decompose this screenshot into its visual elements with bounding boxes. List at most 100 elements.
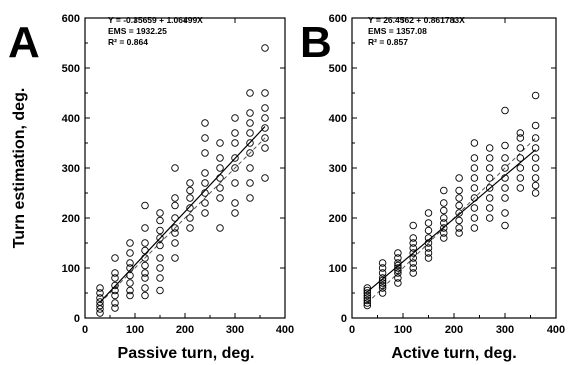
data-point	[111, 299, 119, 307]
y-tick-label: 0	[341, 313, 347, 325]
data-point	[126, 291, 134, 300]
panel-letter: B	[300, 18, 332, 67]
data-point	[201, 189, 209, 197]
data-point	[126, 239, 134, 247]
data-point	[216, 154, 224, 162]
data-point	[96, 284, 104, 292]
y-tick-label: 600	[62, 13, 80, 25]
data-point	[231, 114, 239, 122]
data-point	[378, 264, 387, 272]
data-point	[111, 254, 119, 262]
data-point	[201, 209, 209, 217]
data-point	[156, 209, 164, 217]
data-point	[126, 271, 134, 280]
y-tick-label: 300	[62, 163, 80, 175]
data-point	[409, 269, 417, 277]
data-point	[470, 204, 479, 212]
data-point	[501, 184, 509, 192]
data-point	[424, 244, 433, 252]
data-point	[201, 169, 209, 177]
data-point	[394, 266, 402, 275]
data-point	[216, 224, 224, 232]
data-point	[216, 194, 224, 202]
y-tick-label: 500	[62, 63, 80, 75]
data-point	[111, 304, 119, 312]
y-tick-label: 600	[329, 13, 347, 25]
data-point	[501, 174, 509, 182]
plot-frame	[84, 17, 286, 319]
data-point	[409, 221, 417, 230]
data-point	[171, 224, 179, 232]
data-point	[201, 149, 209, 157]
data-point	[470, 194, 479, 202]
data-point	[231, 199, 239, 207]
regression-annotation: Y = 26.4562 + 0.861783X	[368, 15, 465, 25]
data-point	[455, 174, 463, 182]
data-point	[363, 291, 372, 300]
y-tick-label: 100	[329, 263, 347, 275]
plot-frame	[351, 17, 557, 319]
x-axis-title: Passive turn, deg.	[118, 345, 255, 362]
data-point	[246, 129, 254, 137]
data-point	[470, 224, 479, 232]
data-point	[156, 226, 164, 235]
y-axis-title: Turn estimation, deg.	[11, 88, 28, 249]
data-point	[409, 254, 417, 262]
data-point	[409, 239, 417, 247]
data-point	[424, 219, 433, 227]
data-point	[201, 134, 209, 142]
data-point	[409, 234, 417, 242]
data-point	[455, 229, 463, 237]
data-point	[261, 104, 269, 112]
data-point	[363, 296, 372, 305]
x-tick-label: 200	[176, 324, 194, 336]
data-point	[394, 264, 402, 272]
data-point	[394, 274, 402, 282]
data-point	[378, 281, 387, 290]
data-point	[171, 229, 179, 237]
data-point	[440, 224, 448, 232]
data-point	[216, 174, 224, 182]
y-tick-label: 200	[329, 213, 347, 225]
data-point	[231, 209, 239, 217]
data-point	[501, 141, 509, 150]
data-point	[141, 269, 149, 277]
data-point	[531, 154, 540, 162]
data-point	[126, 286, 134, 295]
data-point	[455, 194, 463, 202]
data-point	[378, 259, 387, 267]
panel-letter: A	[8, 18, 40, 67]
data-point	[171, 214, 179, 222]
data-point	[394, 259, 402, 267]
data-point	[440, 206, 448, 215]
data-point	[141, 254, 149, 262]
data-point	[126, 249, 134, 257]
data-point	[470, 184, 479, 192]
regression-line	[99, 126, 266, 303]
data-point	[111, 291, 119, 300]
data-point	[455, 186, 463, 195]
y-tick-label: 300	[329, 163, 347, 175]
data-point	[424, 209, 433, 217]
y-tick-label: 100	[62, 263, 80, 275]
data-point	[501, 221, 509, 230]
data-point	[394, 249, 402, 257]
x-tick-label: 400	[276, 324, 294, 336]
data-point	[186, 186, 194, 195]
data-point	[394, 279, 402, 287]
panel-b: 0 100 200 300 400 0 100 200 300 400 500 600 Y = 26.4…	[300, 13, 565, 362]
data-point	[156, 264, 164, 272]
data-point	[261, 114, 269, 122]
data-point	[531, 144, 540, 152]
data-point	[531, 164, 540, 172]
data-point	[363, 289, 372, 297]
data-point	[216, 164, 224, 172]
data-point	[171, 201, 179, 210]
data-point	[141, 284, 149, 292]
data-point	[516, 184, 525, 192]
data-point	[409, 244, 417, 252]
data-point	[186, 204, 194, 212]
data-point	[231, 154, 239, 162]
data-point	[485, 154, 494, 162]
data-point	[440, 214, 448, 222]
